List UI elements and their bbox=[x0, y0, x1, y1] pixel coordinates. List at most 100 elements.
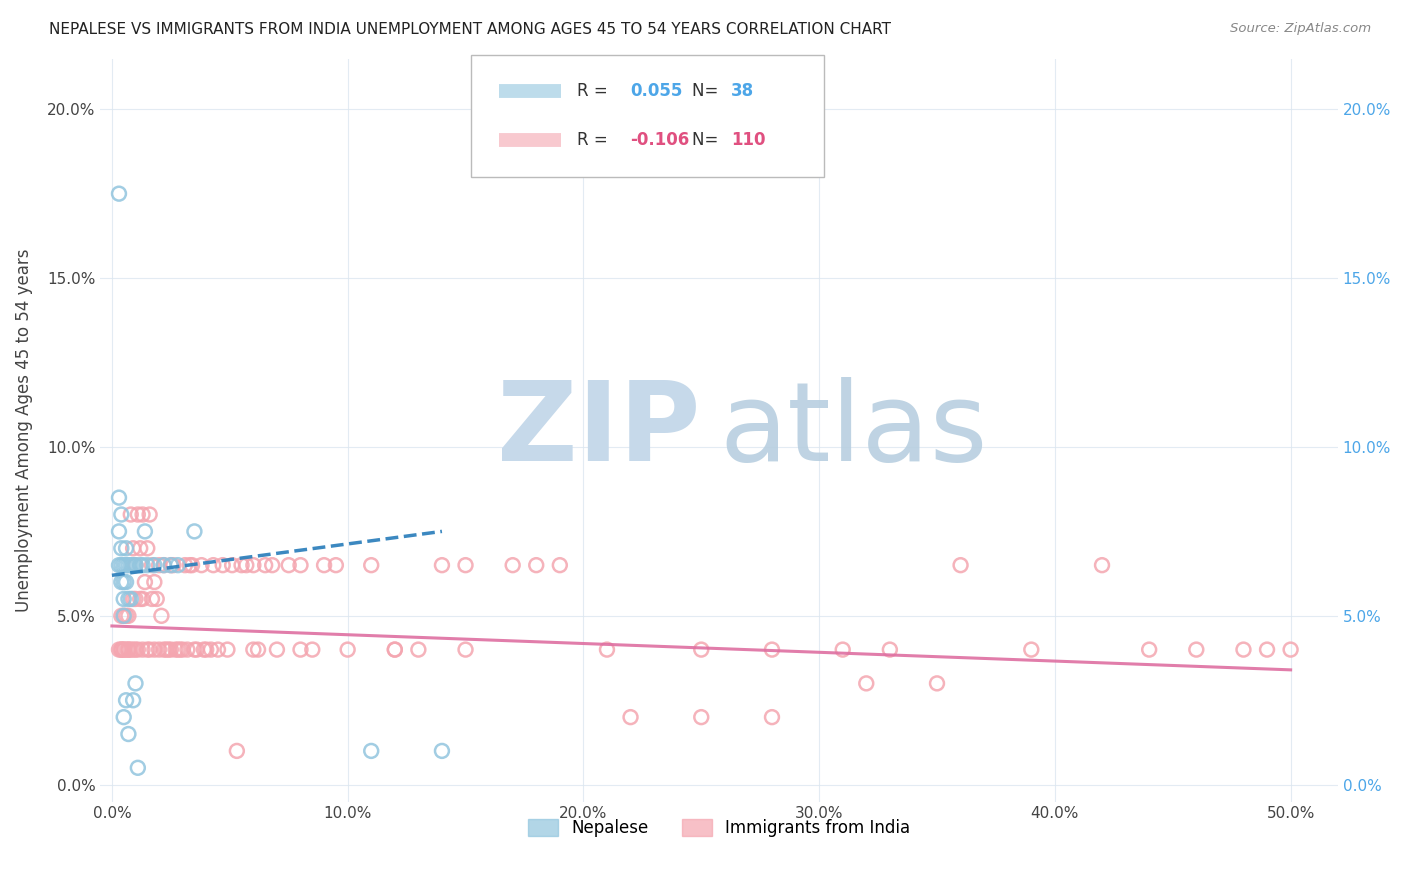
Point bbox=[247, 642, 270, 657]
Point bbox=[129, 558, 152, 573]
Point bbox=[254, 558, 277, 573]
Point bbox=[167, 558, 190, 573]
Point bbox=[120, 642, 142, 657]
Point bbox=[596, 642, 619, 657]
Point bbox=[122, 642, 145, 657]
Text: -0.106: -0.106 bbox=[630, 131, 689, 149]
Point bbox=[1256, 642, 1278, 657]
Point bbox=[266, 642, 288, 657]
Point bbox=[112, 642, 135, 657]
Point bbox=[242, 642, 264, 657]
Point bbox=[143, 575, 166, 590]
Point bbox=[336, 642, 359, 657]
Point bbox=[110, 608, 132, 623]
Text: Source: ZipAtlas.com: Source: ZipAtlas.com bbox=[1230, 22, 1371, 36]
Point bbox=[925, 676, 948, 690]
Point bbox=[117, 558, 139, 573]
Point bbox=[176, 642, 198, 657]
Point bbox=[211, 558, 233, 573]
Point bbox=[115, 608, 138, 623]
Point bbox=[112, 575, 135, 590]
Point bbox=[181, 558, 204, 573]
Point bbox=[124, 642, 146, 657]
Point bbox=[122, 591, 145, 606]
Point bbox=[169, 642, 191, 657]
Legend: Nepalese, Immigrants from India: Nepalese, Immigrants from India bbox=[519, 811, 918, 846]
Point bbox=[430, 558, 453, 573]
Point bbox=[690, 642, 713, 657]
Point bbox=[242, 558, 264, 573]
Point bbox=[360, 744, 382, 758]
Point bbox=[136, 541, 159, 556]
Point bbox=[127, 761, 149, 775]
Point bbox=[454, 642, 477, 657]
Point bbox=[117, 642, 139, 657]
Point bbox=[160, 558, 183, 573]
Text: R =: R = bbox=[576, 131, 613, 149]
Point bbox=[120, 591, 142, 606]
Point bbox=[408, 642, 430, 657]
Point bbox=[454, 558, 477, 573]
Point bbox=[1137, 642, 1160, 657]
Point bbox=[120, 558, 142, 573]
Point bbox=[186, 642, 208, 657]
Point bbox=[115, 642, 138, 657]
Point bbox=[202, 558, 225, 573]
Point bbox=[290, 558, 312, 573]
Point bbox=[179, 558, 201, 573]
Point bbox=[1091, 558, 1114, 573]
Point bbox=[110, 558, 132, 573]
Point bbox=[183, 642, 205, 657]
Point bbox=[122, 558, 145, 573]
Point bbox=[141, 558, 163, 573]
Point bbox=[384, 642, 406, 657]
Point bbox=[112, 558, 135, 573]
Point bbox=[120, 508, 142, 522]
Point bbox=[183, 524, 205, 539]
Point bbox=[148, 642, 170, 657]
Point bbox=[325, 558, 347, 573]
Point bbox=[384, 642, 406, 657]
Point bbox=[138, 642, 160, 657]
Point bbox=[127, 508, 149, 522]
Point bbox=[131, 591, 153, 606]
Point bbox=[127, 642, 149, 657]
Point bbox=[174, 558, 197, 573]
Text: atlas: atlas bbox=[718, 376, 987, 483]
Point bbox=[117, 642, 139, 657]
Text: ZIP: ZIP bbox=[496, 376, 700, 483]
Text: 0.055: 0.055 bbox=[630, 81, 682, 100]
Point bbox=[112, 608, 135, 623]
Point bbox=[122, 693, 145, 707]
Point bbox=[152, 642, 174, 657]
Point bbox=[262, 558, 284, 573]
Text: N=: N= bbox=[692, 131, 723, 149]
Point bbox=[124, 558, 146, 573]
Point bbox=[190, 558, 212, 573]
Point bbox=[141, 591, 163, 606]
Point bbox=[761, 710, 783, 724]
Point bbox=[115, 575, 138, 590]
Point bbox=[1185, 642, 1208, 657]
Text: 38: 38 bbox=[731, 81, 755, 100]
Point bbox=[207, 642, 229, 657]
Point bbox=[143, 642, 166, 657]
Point bbox=[150, 608, 173, 623]
Point bbox=[312, 558, 335, 573]
Point bbox=[879, 642, 901, 657]
Point bbox=[115, 541, 138, 556]
Point bbox=[157, 642, 180, 657]
FancyBboxPatch shape bbox=[471, 55, 824, 178]
Point bbox=[112, 608, 135, 623]
Y-axis label: Unemployment Among Ages 45 to 54 years: Unemployment Among Ages 45 to 54 years bbox=[15, 248, 32, 612]
Point bbox=[831, 642, 853, 657]
Point bbox=[136, 642, 159, 657]
Point bbox=[690, 710, 713, 724]
Point bbox=[290, 642, 312, 657]
Point bbox=[131, 558, 153, 573]
Point bbox=[122, 541, 145, 556]
Point bbox=[155, 642, 177, 657]
Point bbox=[108, 186, 131, 201]
Point bbox=[115, 693, 138, 707]
Point bbox=[117, 608, 139, 623]
